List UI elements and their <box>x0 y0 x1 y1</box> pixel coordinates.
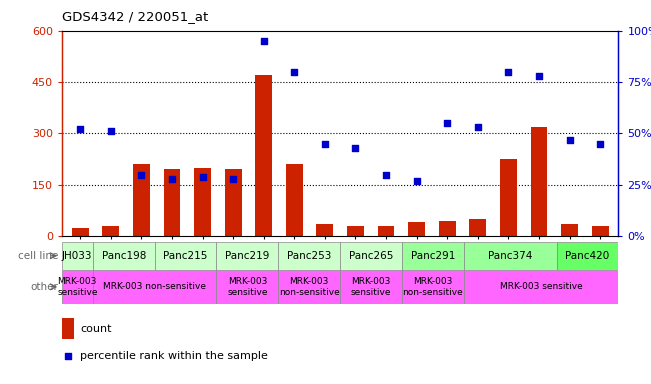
Point <box>381 171 391 177</box>
Point <box>534 73 544 79</box>
Bar <box>408 222 425 236</box>
Point <box>564 137 575 143</box>
Point <box>167 175 177 182</box>
Point <box>75 126 85 132</box>
Text: cell line: cell line <box>18 251 59 261</box>
Point <box>197 174 208 180</box>
Text: Panc215: Panc215 <box>163 251 208 261</box>
Point <box>503 69 514 75</box>
Bar <box>439 221 456 236</box>
Bar <box>62 318 74 339</box>
Point <box>411 178 422 184</box>
Bar <box>62 270 92 304</box>
Bar <box>278 242 340 270</box>
Bar <box>464 242 557 270</box>
Text: count: count <box>80 324 111 334</box>
Text: MRK-003
sensitive: MRK-003 sensitive <box>227 277 268 296</box>
Text: MRK-003
sensitive: MRK-003 sensitive <box>351 277 391 296</box>
Bar <box>102 226 119 236</box>
Text: MRK-003
sensitive: MRK-003 sensitive <box>57 277 98 296</box>
Text: MRK-003 non-sensitive: MRK-003 non-sensitive <box>103 282 206 291</box>
Bar <box>278 270 340 304</box>
Bar <box>163 169 180 236</box>
Bar <box>592 226 609 236</box>
Text: MRK-003
non-sensitive: MRK-003 non-sensitive <box>402 277 464 296</box>
Text: Panc291: Panc291 <box>411 251 455 261</box>
Bar <box>216 270 278 304</box>
Bar <box>154 242 216 270</box>
Text: JH033: JH033 <box>62 251 92 261</box>
Bar <box>225 169 242 236</box>
Text: Panc420: Panc420 <box>566 251 609 261</box>
Bar <box>340 242 402 270</box>
Bar <box>255 75 272 236</box>
Bar <box>72 228 89 236</box>
Bar <box>316 224 333 236</box>
Point <box>258 38 269 44</box>
Bar <box>469 219 486 236</box>
Point <box>350 145 361 151</box>
Point <box>228 175 238 182</box>
Point <box>320 141 330 147</box>
Bar <box>92 242 154 270</box>
Bar <box>378 226 395 236</box>
Bar <box>500 159 517 236</box>
Bar <box>286 164 303 236</box>
Bar <box>133 164 150 236</box>
Bar <box>92 270 216 304</box>
Text: Panc374: Panc374 <box>488 251 533 261</box>
Text: MRK-003
non-sensitive: MRK-003 non-sensitive <box>279 277 340 296</box>
Bar <box>216 242 278 270</box>
Text: other: other <box>31 282 59 292</box>
Bar <box>531 127 547 236</box>
Text: Panc219: Panc219 <box>225 251 270 261</box>
Bar <box>347 226 364 236</box>
Text: GDS4342 / 220051_at: GDS4342 / 220051_at <box>62 10 208 23</box>
Bar <box>402 242 464 270</box>
Text: MRK-003 sensitive: MRK-003 sensitive <box>500 282 583 291</box>
Text: Panc253: Panc253 <box>287 251 331 261</box>
Point <box>63 353 74 359</box>
Point <box>289 69 299 75</box>
Bar <box>194 168 211 236</box>
Bar <box>62 242 92 270</box>
Bar <box>402 270 464 304</box>
Text: Panc265: Panc265 <box>349 251 393 261</box>
Bar <box>464 270 618 304</box>
Bar <box>340 270 402 304</box>
Point <box>442 120 452 126</box>
Point <box>595 141 605 147</box>
Point <box>105 128 116 134</box>
Point <box>136 171 146 177</box>
Text: Panc198: Panc198 <box>102 251 146 261</box>
Bar <box>561 224 578 236</box>
Point <box>473 124 483 130</box>
Text: percentile rank within the sample: percentile rank within the sample <box>80 351 268 361</box>
Bar <box>557 242 618 270</box>
